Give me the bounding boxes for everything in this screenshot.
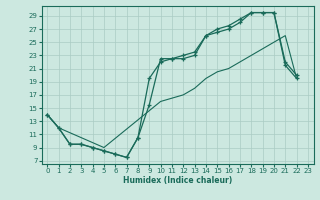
X-axis label: Humidex (Indice chaleur): Humidex (Indice chaleur) [123, 176, 232, 185]
